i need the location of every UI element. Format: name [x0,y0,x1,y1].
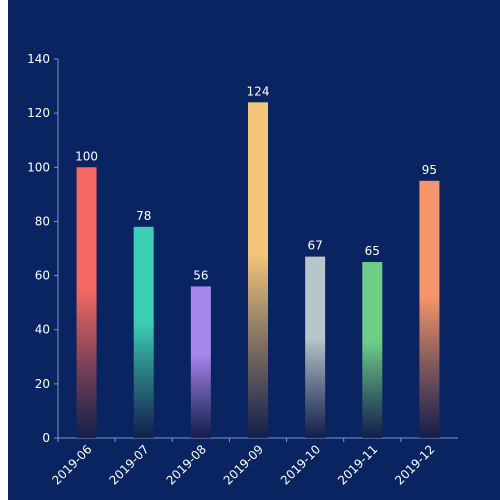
y-tick-label: 80 [35,214,50,228]
y-tick-label: 120 [27,106,50,120]
data-label: 95 [422,163,437,177]
bar-2019-08 [190,286,211,438]
bars [76,102,440,439]
data-label: 78 [136,209,151,223]
x-tick-label: 2019-10 [278,442,323,487]
x-tick-label: 2019-08 [164,442,209,487]
bar-2019-06 [76,167,97,439]
x-tick-label: 2019-11 [335,442,380,487]
data-label: 124 [247,84,270,98]
x-tick-label: 2019-06 [49,442,94,487]
bar-2019-07 [133,226,154,438]
y-axis: 0 20 40 60 80 100 120 140 [27,52,59,445]
data-label: 65 [365,244,380,258]
y-tick-label: 40 [35,323,50,337]
y-tick-label: 0 [42,431,50,445]
y-tick-label: 100 [27,160,50,174]
data-label: 67 [308,239,323,253]
bar-2019-09 [248,102,268,439]
y-tick-label: 60 [35,269,50,283]
x-axis: 2019-06 2019-07 2019-08 2019-09 2019-10 2019-… [49,437,458,488]
data-label: 56 [193,268,208,282]
x-tick-label: 2019-12 [392,442,437,487]
bar-2019-11 [362,262,383,438]
data-label: 100 [75,149,98,163]
y-tick-label: 140 [27,52,50,66]
bar-2019-12 [419,180,440,439]
bar-2019-10 [305,256,326,438]
data-labels: 100 78 56 124 67 65 95 [75,84,437,282]
x-tick-label: 2019-07 [106,442,151,487]
x-tick-label: 2019-09 [221,442,266,487]
y-tick-label: 20 [35,377,50,391]
